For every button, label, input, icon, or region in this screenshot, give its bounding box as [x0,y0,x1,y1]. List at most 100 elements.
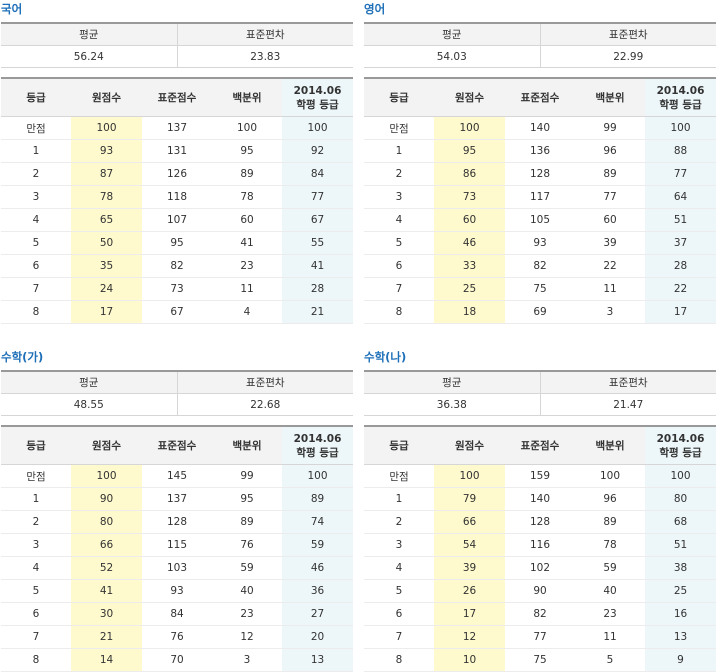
grade-cutoff-table: 등급 원점수 표준점수 백분위 2014.06 학평 등급 만점 100 159 10… [364,425,716,672]
table-row: 4 65 107 60 67 [1,208,353,232]
cell-grade: 8 [1,300,71,324]
cell-std: 93 [505,231,575,255]
col-hak-header-line1: 2014.06 [293,432,342,445]
cell-raw: 60 [434,208,505,232]
col-hak-header-line2: 학평 등급 [296,98,339,111]
mean-value: 36.38 [364,393,541,416]
subject-title: 수학(나) [364,350,407,364]
cell-hak: 59 [282,533,353,557]
cell-raw: 25 [434,277,505,301]
cell-pct: 40 [212,579,282,603]
table-row: 6 33 82 22 28 [364,254,716,278]
table-row: 만점 100 140 99 100 [364,116,716,140]
cell-std: 140 [505,116,575,140]
cell-raw: 35 [71,254,142,278]
col-grade-header: 등급 [1,78,71,117]
table-row: 1 79 140 96 80 [364,487,716,511]
cell-grade: 6 [1,602,71,626]
cell-grade: 3 [364,533,434,557]
cell-pct: 95 [212,487,282,511]
cell-hak: 25 [645,579,716,603]
col-raw-header: 원점수 [434,78,505,117]
cell-raw: 21 [71,625,142,649]
cell-grade: 1 [1,139,71,163]
cell-raw: 26 [434,579,505,603]
cell-pct: 59 [212,556,282,580]
cell-std: 128 [505,510,575,534]
mean-header: 평균 [1,22,178,46]
cell-hak: 17 [645,300,716,324]
col-std-header: 표준점수 [142,426,212,465]
cell-hak: 51 [645,533,716,557]
table-row: 7 25 75 11 22 [364,277,716,301]
cell-raw: 90 [71,487,142,511]
table-row: 만점 100 145 99 100 [1,464,353,488]
col-hak-header-line1: 2014.06 [293,84,342,97]
mean-header: 평균 [364,370,541,394]
cell-hak: 28 [282,277,353,301]
cell-pct: 96 [575,487,645,511]
cell-raw: 66 [71,533,142,557]
stdev-value: 21.47 [539,393,716,416]
cell-raw: 100 [434,116,505,140]
cell-std: 95 [142,231,212,255]
cell-grade: 3 [1,185,71,209]
cell-pct: 95 [212,139,282,163]
table-row: 3 66 115 76 59 [1,533,353,557]
col-std-header: 표준점수 [505,78,575,117]
cell-hak: 67 [282,208,353,232]
cell-hak: 37 [645,231,716,255]
cell-grade: 5 [1,579,71,603]
cell-pct: 3 [212,648,282,672]
table-row: 5 50 95 41 55 [1,231,353,255]
cell-grade: 4 [1,208,71,232]
cell-std: 126 [142,162,212,186]
header-row: 등급 원점수 표준점수 백분위 2014.06 학평 등급 [1,426,353,465]
summary-stats-table: 평균 표준편차 54.03 22.99 [364,22,716,68]
summary-stats-table: 평균 표준편차 36.38 21.47 [364,370,716,416]
cell-pct: 89 [212,510,282,534]
table-row: 3 73 117 77 64 [364,185,716,209]
cell-pct: 5 [575,648,645,672]
cell-pct: 23 [212,254,282,278]
table-row: 2 66 128 89 68 [364,510,716,534]
table-row: 7 24 73 11 28 [1,277,353,301]
table-row: 4 60 105 60 51 [364,208,716,232]
cell-pct: 3 [575,300,645,324]
cell-grade: 6 [364,602,434,626]
cell-pct: 60 [575,208,645,232]
cell-grade: 만점 [364,464,434,488]
cell-std: 137 [142,487,212,511]
stdev-header: 표준편차 [176,370,353,394]
col-hak-header-line1: 2014.06 [656,432,705,445]
table-row: 8 18 69 3 17 [364,300,716,324]
col-pct-header: 백분위 [212,426,282,465]
table-row: 8 14 70 3 13 [1,648,353,672]
cell-raw: 46 [434,231,505,255]
col-hak-header-line2: 학평 등급 [659,98,702,111]
cell-std: 69 [505,300,575,324]
cell-hak: 22 [645,277,716,301]
cell-raw: 12 [434,625,505,649]
cell-pct: 60 [212,208,282,232]
cell-std: 117 [505,185,575,209]
cell-hak: 21 [282,300,353,324]
cell-pct: 99 [212,464,282,488]
cell-hak: 13 [282,648,353,672]
cell-grade: 7 [364,277,434,301]
cell-raw: 30 [71,602,142,626]
cell-grade: 2 [364,510,434,534]
table-row: 1 95 136 96 88 [364,139,716,163]
cell-raw: 10 [434,648,505,672]
cell-pct: 99 [575,116,645,140]
cell-std: 159 [505,464,575,488]
cell-hak: 89 [282,487,353,511]
table-row: 1 90 137 95 89 [1,487,353,511]
table-row: 5 41 93 40 36 [1,579,353,603]
subject-title: 수학(가) [1,350,44,364]
cell-pct: 23 [575,602,645,626]
stdev-value: 22.68 [176,393,353,416]
cell-std: 136 [505,139,575,163]
table-row: 2 87 126 89 84 [1,162,353,186]
cell-grade: 1 [364,139,434,163]
